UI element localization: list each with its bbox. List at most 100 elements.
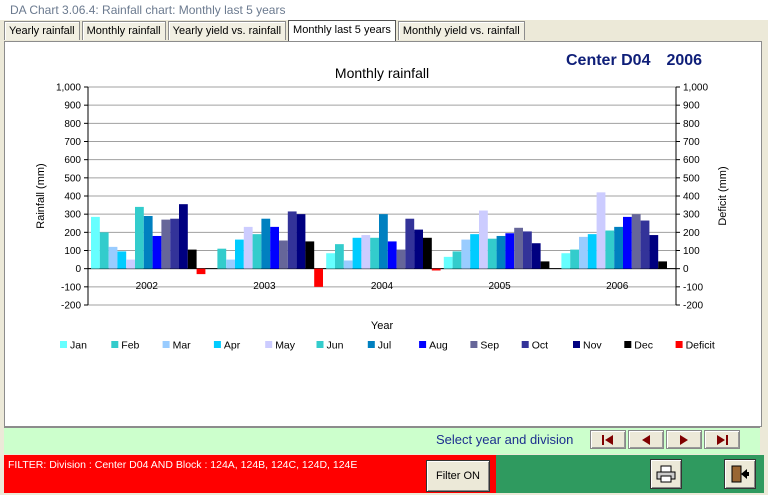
y2-tick-label: 400 (683, 192, 700, 203)
bar-sep-2006 (631, 214, 641, 269)
bar-aug-2003 (270, 226, 279, 269)
y-axis-title: Rainfall (mm) (35, 163, 47, 228)
bar-nov-2003 (296, 214, 306, 269)
bar-nov-2004 (414, 229, 423, 269)
y-tick-label: 500 (64, 173, 81, 184)
bar-jun-2005 (487, 238, 497, 269)
legend-label-jul: Jul (378, 340, 391, 352)
y2-tick-label: 300 (683, 210, 700, 221)
legend-swatch-may (265, 341, 273, 348)
bar-jun-2003 (252, 234, 262, 269)
y-tick-label: -200 (61, 301, 81, 312)
window-title: DA Chart 3.06.4: Rainfall chart: Monthly… (10, 3, 286, 17)
bar-may-2003 (243, 226, 253, 269)
bar-aug-2004 (387, 241, 397, 269)
bar-feb-2004 (335, 244, 344, 269)
x-axis-title: Year (371, 320, 394, 332)
legend-swatch-oct (521, 341, 529, 348)
tab-monthly-rainfall[interactable]: Monthly rainfall (81, 21, 166, 40)
select-year-division-label: Select year and division (436, 432, 574, 447)
legend-label-mar: Mar (173, 340, 192, 352)
bar-deficit-2002 (196, 268, 206, 275)
last-record-icon (717, 434, 728, 445)
legend-swatch-apr (213, 341, 221, 348)
tab-monthly-yield-vs-rainfall[interactable]: Monthly yield vs. rainfall (397, 21, 525, 40)
bar-mar-2005 (461, 239, 471, 269)
y-tick-label: 1,000 (56, 83, 81, 94)
printer-icon (656, 465, 676, 483)
bar-apr-2005 (470, 234, 479, 269)
bar-jul-2006 (614, 226, 623, 269)
last-record-button[interactable] (704, 430, 740, 449)
y-tick-label: 800 (64, 119, 81, 130)
bar-may-2006 (596, 192, 606, 269)
center-name: Center D04 (566, 52, 651, 69)
bar-sep-2005 (514, 227, 523, 269)
y-tick-label: 900 (64, 101, 81, 112)
legend-label-feb: Feb (121, 340, 139, 352)
bar-mar-2004 (343, 260, 353, 269)
y2-tick-label: 700 (683, 137, 700, 148)
bar-aug-2006 (623, 216, 632, 269)
legend-swatch-jul (367, 341, 375, 348)
y2-tick-label: 200 (683, 228, 700, 239)
tab-monthly-last-5-years[interactable]: Monthly last 5 years (288, 20, 396, 41)
next-record-button[interactable] (666, 430, 702, 449)
legend-swatch-dec (624, 341, 632, 348)
bar-jan-2005 (443, 256, 453, 269)
bar-aug-2005 (505, 233, 515, 269)
bar-jan-2006 (561, 253, 571, 269)
y-tick-label: 600 (64, 155, 81, 166)
bar-apr-2004 (352, 237, 362, 269)
y-tick-label: 0 (75, 264, 81, 275)
first-record-icon (602, 434, 613, 445)
tab-yearly-rainfall[interactable]: Yearly rainfall (4, 21, 80, 40)
bar-nov-2002 (179, 204, 188, 269)
y-tick-label: 100 (64, 246, 81, 257)
bar-oct-2005 (523, 231, 532, 269)
x-tick-label: 2006 (606, 281, 629, 292)
bar-apr-2002 (117, 251, 127, 269)
bar-jan-2004 (326, 253, 335, 269)
legend-label-nov: Nov (583, 340, 602, 352)
bar-mar-2002 (108, 246, 118, 269)
y2-axis-title: Deficit (mm) (717, 166, 729, 225)
bar-apr-2006 (587, 234, 597, 269)
filter-on-button[interactable]: Filter ON (426, 460, 490, 492)
bar-feb-2002 (99, 232, 109, 269)
window-title-bar: DA Chart 3.06.4: Rainfall chart: Monthly… (0, 0, 768, 20)
bar-mar-2003 (226, 259, 235, 269)
y2-tick-label: -100 (683, 282, 703, 293)
legend-label-oct: Oct (532, 340, 548, 352)
legend-swatch-feb (111, 341, 119, 348)
exit-button[interactable] (724, 459, 756, 489)
y2-tick-label: 100 (683, 246, 700, 257)
y-tick-label: 300 (64, 210, 81, 221)
bar-sep-2003 (279, 240, 288, 269)
bar-dec-2006 (658, 261, 667, 269)
y2-tick-label: 800 (683, 119, 700, 130)
x-tick-label: 2005 (488, 281, 511, 292)
y2-tick-label: 600 (683, 155, 700, 166)
first-record-button[interactable] (590, 430, 626, 449)
legend-swatch-mar (162, 341, 170, 348)
y-tick-label: 700 (64, 137, 81, 148)
tab-yearly-yield-vs-rainfall[interactable]: Yearly yield vs. rainfall (167, 21, 287, 40)
y-tick-label: -100 (61, 282, 81, 293)
bar-jul-2003 (261, 218, 271, 269)
previous-record-button[interactable] (628, 430, 664, 449)
bar-dec-2002 (187, 249, 197, 269)
legend-swatch-deficit (675, 341, 683, 348)
y2-tick-label: 0 (683, 264, 689, 275)
bar-deficit-2003 (314, 268, 323, 287)
legend-label-dec: Dec (634, 340, 653, 352)
bar-deficit-2004 (431, 268, 441, 271)
bar-mar-2006 (579, 236, 588, 269)
bar-jul-2002 (143, 215, 153, 269)
filter-description: FILTER: Division : Center D04 AND Block … (8, 459, 358, 471)
legend-label-jan: Jan (70, 340, 87, 352)
print-button[interactable] (650, 459, 682, 489)
bar-jun-2004 (370, 237, 379, 269)
bar-oct-2002 (170, 218, 179, 269)
bar-jul-2004 (379, 214, 388, 269)
